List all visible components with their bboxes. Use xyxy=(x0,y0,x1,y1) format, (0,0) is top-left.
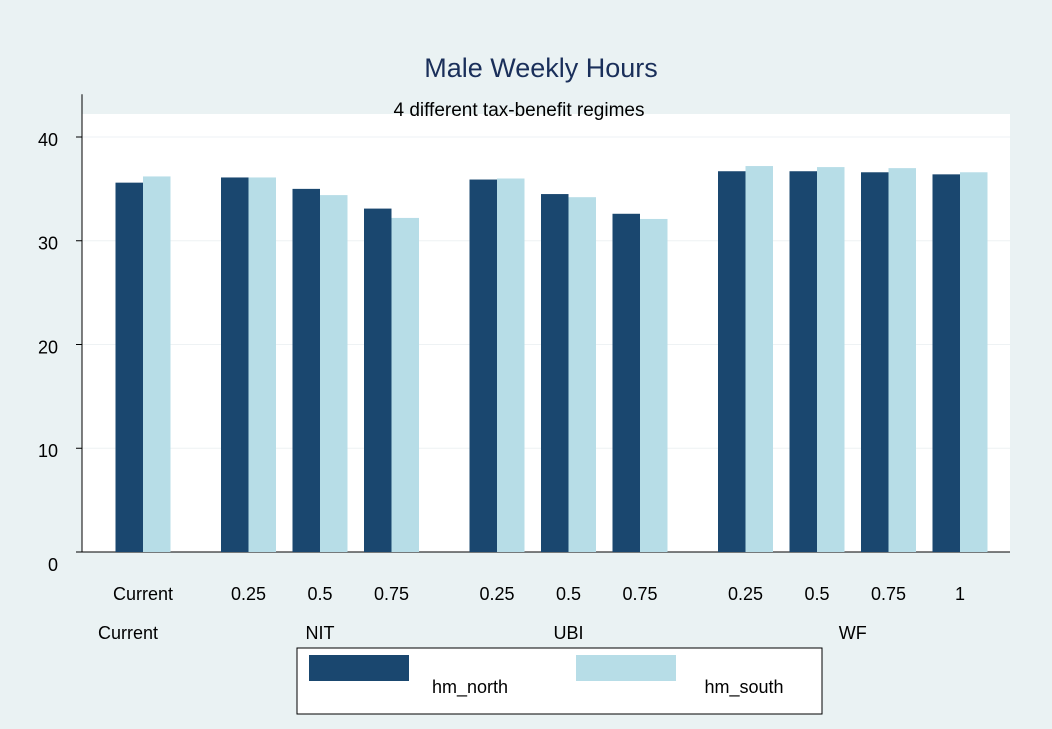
bar xyxy=(789,171,817,553)
x-tick-label: 0.25 xyxy=(728,584,763,604)
bar xyxy=(391,217,419,553)
x-tick-label: 0.5 xyxy=(804,584,829,604)
bar xyxy=(115,182,143,552)
y-tick-label: 30 xyxy=(38,234,58,254)
legend-label: hm_north xyxy=(432,677,508,698)
y-tick-label: 40 xyxy=(38,130,58,150)
bar xyxy=(143,176,171,553)
group-label: UBI xyxy=(553,623,583,643)
bar xyxy=(861,172,889,552)
x-tick-label: 0.75 xyxy=(622,584,657,604)
bar xyxy=(612,213,640,552)
bar xyxy=(888,168,916,552)
x-tick-label: Current xyxy=(113,584,173,604)
chart-title: Male Weekly Hours xyxy=(424,53,658,83)
legend-label: hm_south xyxy=(704,677,783,698)
x-tick-label: 0.5 xyxy=(307,584,332,604)
y-tick-label: 0 xyxy=(48,555,58,575)
legend-swatch xyxy=(576,655,676,681)
chart-subtitle: 4 different tax-benefit regimes xyxy=(393,100,644,121)
bar xyxy=(221,177,249,552)
x-tick-label: 0.25 xyxy=(231,584,266,604)
x-tick-label: 0.75 xyxy=(374,584,409,604)
bar xyxy=(640,218,668,552)
y-tick-label: 10 xyxy=(38,441,58,461)
bar xyxy=(248,177,276,552)
bar xyxy=(568,197,596,553)
bar xyxy=(932,174,960,552)
y-tick-label: 20 xyxy=(38,337,58,357)
group-label: NIT xyxy=(306,623,335,643)
bar xyxy=(541,194,569,552)
bar xyxy=(469,179,497,552)
x-tick-label: 0.5 xyxy=(556,584,581,604)
x-tick-label: 0.75 xyxy=(871,584,906,604)
bar xyxy=(292,188,320,552)
bar xyxy=(364,208,392,552)
group-label: WF xyxy=(839,623,867,643)
bar xyxy=(718,171,746,553)
x-tick-label: 0.25 xyxy=(479,584,514,604)
legend-swatch xyxy=(309,655,409,681)
bar xyxy=(497,178,525,552)
group-label: Current xyxy=(98,623,158,643)
bar xyxy=(817,167,845,552)
bar xyxy=(745,166,773,553)
bar xyxy=(960,172,988,552)
x-tick-label: 1 xyxy=(955,584,965,604)
bar xyxy=(320,195,348,552)
